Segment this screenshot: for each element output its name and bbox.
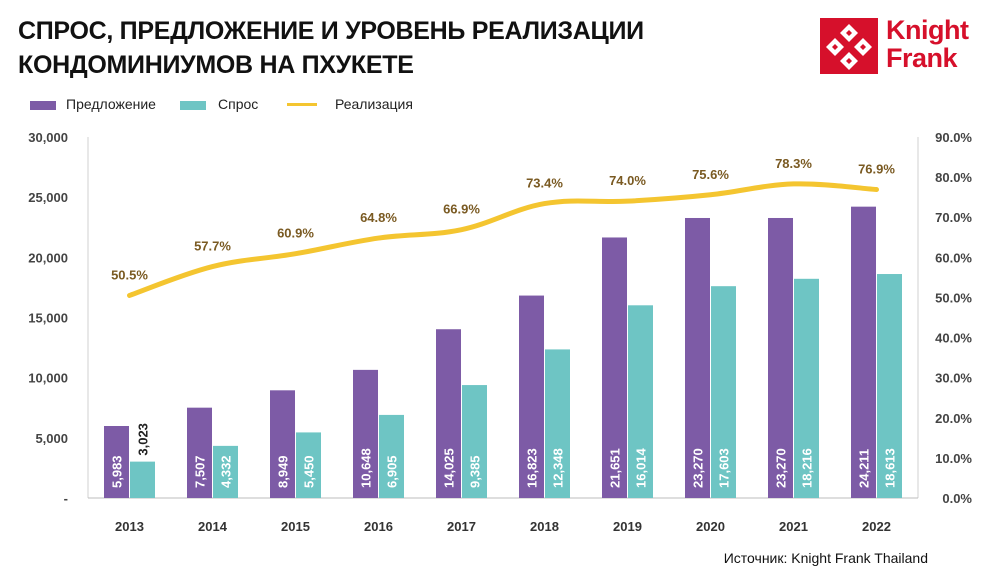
bar-supply bbox=[270, 390, 295, 498]
y-left-tick-label: 30,000 bbox=[28, 130, 68, 145]
y-right-tick-label: 70.0% bbox=[935, 210, 972, 225]
logo-text: Knight Frank bbox=[886, 15, 969, 73]
blank-panel bbox=[662, 22, 742, 74]
x-tick-label: 2013 bbox=[115, 519, 144, 534]
x-tick-label: 2016 bbox=[364, 519, 393, 534]
x-tick-label: 2022 bbox=[862, 519, 891, 534]
bar-label-demand: 4,332 bbox=[219, 455, 234, 488]
logo-text-knight: Knight bbox=[886, 15, 969, 45]
bar-label-supply: 7,507 bbox=[193, 455, 208, 488]
logo-text-frank: Frank bbox=[886, 43, 958, 73]
y-right-tick-label: 20.0% bbox=[935, 411, 972, 426]
bar-demand bbox=[711, 286, 736, 498]
bar-label-demand: 17,603 bbox=[717, 448, 732, 488]
y-left-tick-label: 5,000 bbox=[35, 431, 68, 446]
y-right-tick-label: 0.0% bbox=[942, 491, 972, 506]
bar-label-demand: 3,023 bbox=[136, 423, 151, 456]
line-label-absorption: 76.9% bbox=[858, 162, 895, 177]
bar-demand bbox=[794, 278, 819, 498]
y-right-tick-label: 50.0% bbox=[935, 290, 972, 305]
bar-supply bbox=[602, 237, 627, 498]
bar-label-supply: 23,270 bbox=[691, 448, 706, 488]
bar-label-supply: 24,211 bbox=[857, 449, 872, 488]
y-left-tick-label: 10,000 bbox=[28, 371, 68, 386]
bar-label-demand: 16,014 bbox=[634, 447, 649, 488]
y-left-tick-label: 25,000 bbox=[28, 190, 68, 205]
bar-label-demand: 5,450 bbox=[302, 455, 317, 488]
bar-label-demand: 9,385 bbox=[468, 455, 483, 488]
bar-label-demand: 12,348 bbox=[551, 448, 566, 488]
bar-label-demand: 18,613 bbox=[883, 448, 898, 488]
bar-demand bbox=[462, 385, 487, 498]
source-note: Источник: Knight Frank Thailand bbox=[723, 550, 928, 566]
x-tick-label: 2020 bbox=[696, 519, 725, 534]
y-right-tick-label: 80.0% bbox=[935, 170, 972, 185]
y-right-tick-label: 60.0% bbox=[935, 250, 972, 265]
line-label-absorption: 78.3% bbox=[775, 156, 812, 171]
legend-label-absorption: Реализация bbox=[335, 96, 413, 112]
legend-swatch-demand bbox=[180, 101, 206, 110]
logo-diamond-icon bbox=[820, 18, 878, 74]
bar-supply bbox=[187, 407, 212, 498]
x-tick-label: 2021 bbox=[779, 519, 808, 534]
bar-demand bbox=[877, 274, 902, 498]
y-left-tick-label: - bbox=[64, 491, 68, 506]
chart-title-line-2: КОНДОМИНИУМОВ НА ПХУКЕТЕ bbox=[18, 51, 414, 79]
y-right-tick-label: 10.0% bbox=[935, 451, 972, 466]
x-tick-label: 2019 bbox=[613, 519, 642, 534]
chart-title: СПРОС, ПРЕДЛОЖЕНИЕ И УРОВЕНЬ РЕАЛИЗАЦИИ … bbox=[18, 14, 658, 82]
bar-label-supply: 8,949 bbox=[276, 455, 291, 488]
bar-label-supply: 14,025 bbox=[442, 448, 457, 488]
y-left-tick-label: 20,000 bbox=[28, 250, 68, 265]
y-right-tick-label: 30.0% bbox=[935, 371, 972, 386]
bar-demand bbox=[296, 432, 321, 498]
bar-supply bbox=[353, 369, 378, 498]
x-tick-label: 2018 bbox=[530, 519, 559, 534]
legend-label-demand: Спрос bbox=[218, 96, 259, 112]
line-label-absorption: 73.4% bbox=[526, 176, 563, 191]
line-label-absorption: 74.0% bbox=[609, 173, 646, 188]
bar-demand bbox=[379, 414, 404, 498]
y-right-tick-label: 90.0% bbox=[935, 130, 972, 145]
line-label-absorption: 75.6% bbox=[692, 167, 729, 182]
bar-supply bbox=[436, 329, 461, 498]
bar-demand bbox=[213, 445, 238, 498]
bar-demand bbox=[628, 305, 653, 498]
line-label-absorption: 64.8% bbox=[360, 210, 397, 225]
bar-supply bbox=[104, 426, 129, 498]
line-label-absorption: 66.9% bbox=[443, 202, 480, 217]
line-label-absorption: 60.9% bbox=[277, 226, 314, 241]
legend-label-supply: Предложение bbox=[66, 96, 156, 112]
bar-supply bbox=[519, 295, 544, 498]
legend-swatch-supply bbox=[30, 101, 56, 110]
knight-frank-logo: Knight Frank bbox=[820, 15, 980, 78]
bar-supply bbox=[768, 217, 793, 499]
chart-title-line-1: СПРОС, ПРЕДЛОЖЕНИЕ И УРОВЕНЬ РЕАЛИЗАЦИИ bbox=[18, 17, 644, 45]
x-tick-label: 2014 bbox=[198, 519, 228, 534]
bar-label-supply: 10,648 bbox=[359, 448, 374, 488]
line-label-absorption: 57.7% bbox=[194, 239, 231, 254]
bar-label-supply: 21,651 bbox=[608, 448, 623, 488]
bar-label-supply: 23,270 bbox=[774, 448, 789, 488]
bar-label-supply: 5,983 bbox=[110, 455, 125, 488]
bar-label-supply: 16,823 bbox=[525, 448, 540, 488]
y-left-tick-label: 15,000 bbox=[28, 311, 68, 326]
y-right-tick-label: 40.0% bbox=[935, 331, 972, 346]
bar-demand bbox=[130, 461, 155, 498]
bar-demand bbox=[545, 349, 570, 498]
line-label-absorption: 50.5% bbox=[111, 267, 148, 282]
bar-supply bbox=[685, 217, 710, 499]
bar-label-demand: 6,905 bbox=[385, 455, 400, 488]
line-absorption bbox=[127, 181, 879, 298]
x-tick-label: 2017 bbox=[447, 519, 476, 534]
legend-swatch-absorption bbox=[287, 103, 317, 106]
bar-supply bbox=[851, 206, 876, 499]
x-tick-label: 2015 bbox=[281, 519, 310, 534]
bar-label-demand: 18,216 bbox=[800, 448, 815, 488]
